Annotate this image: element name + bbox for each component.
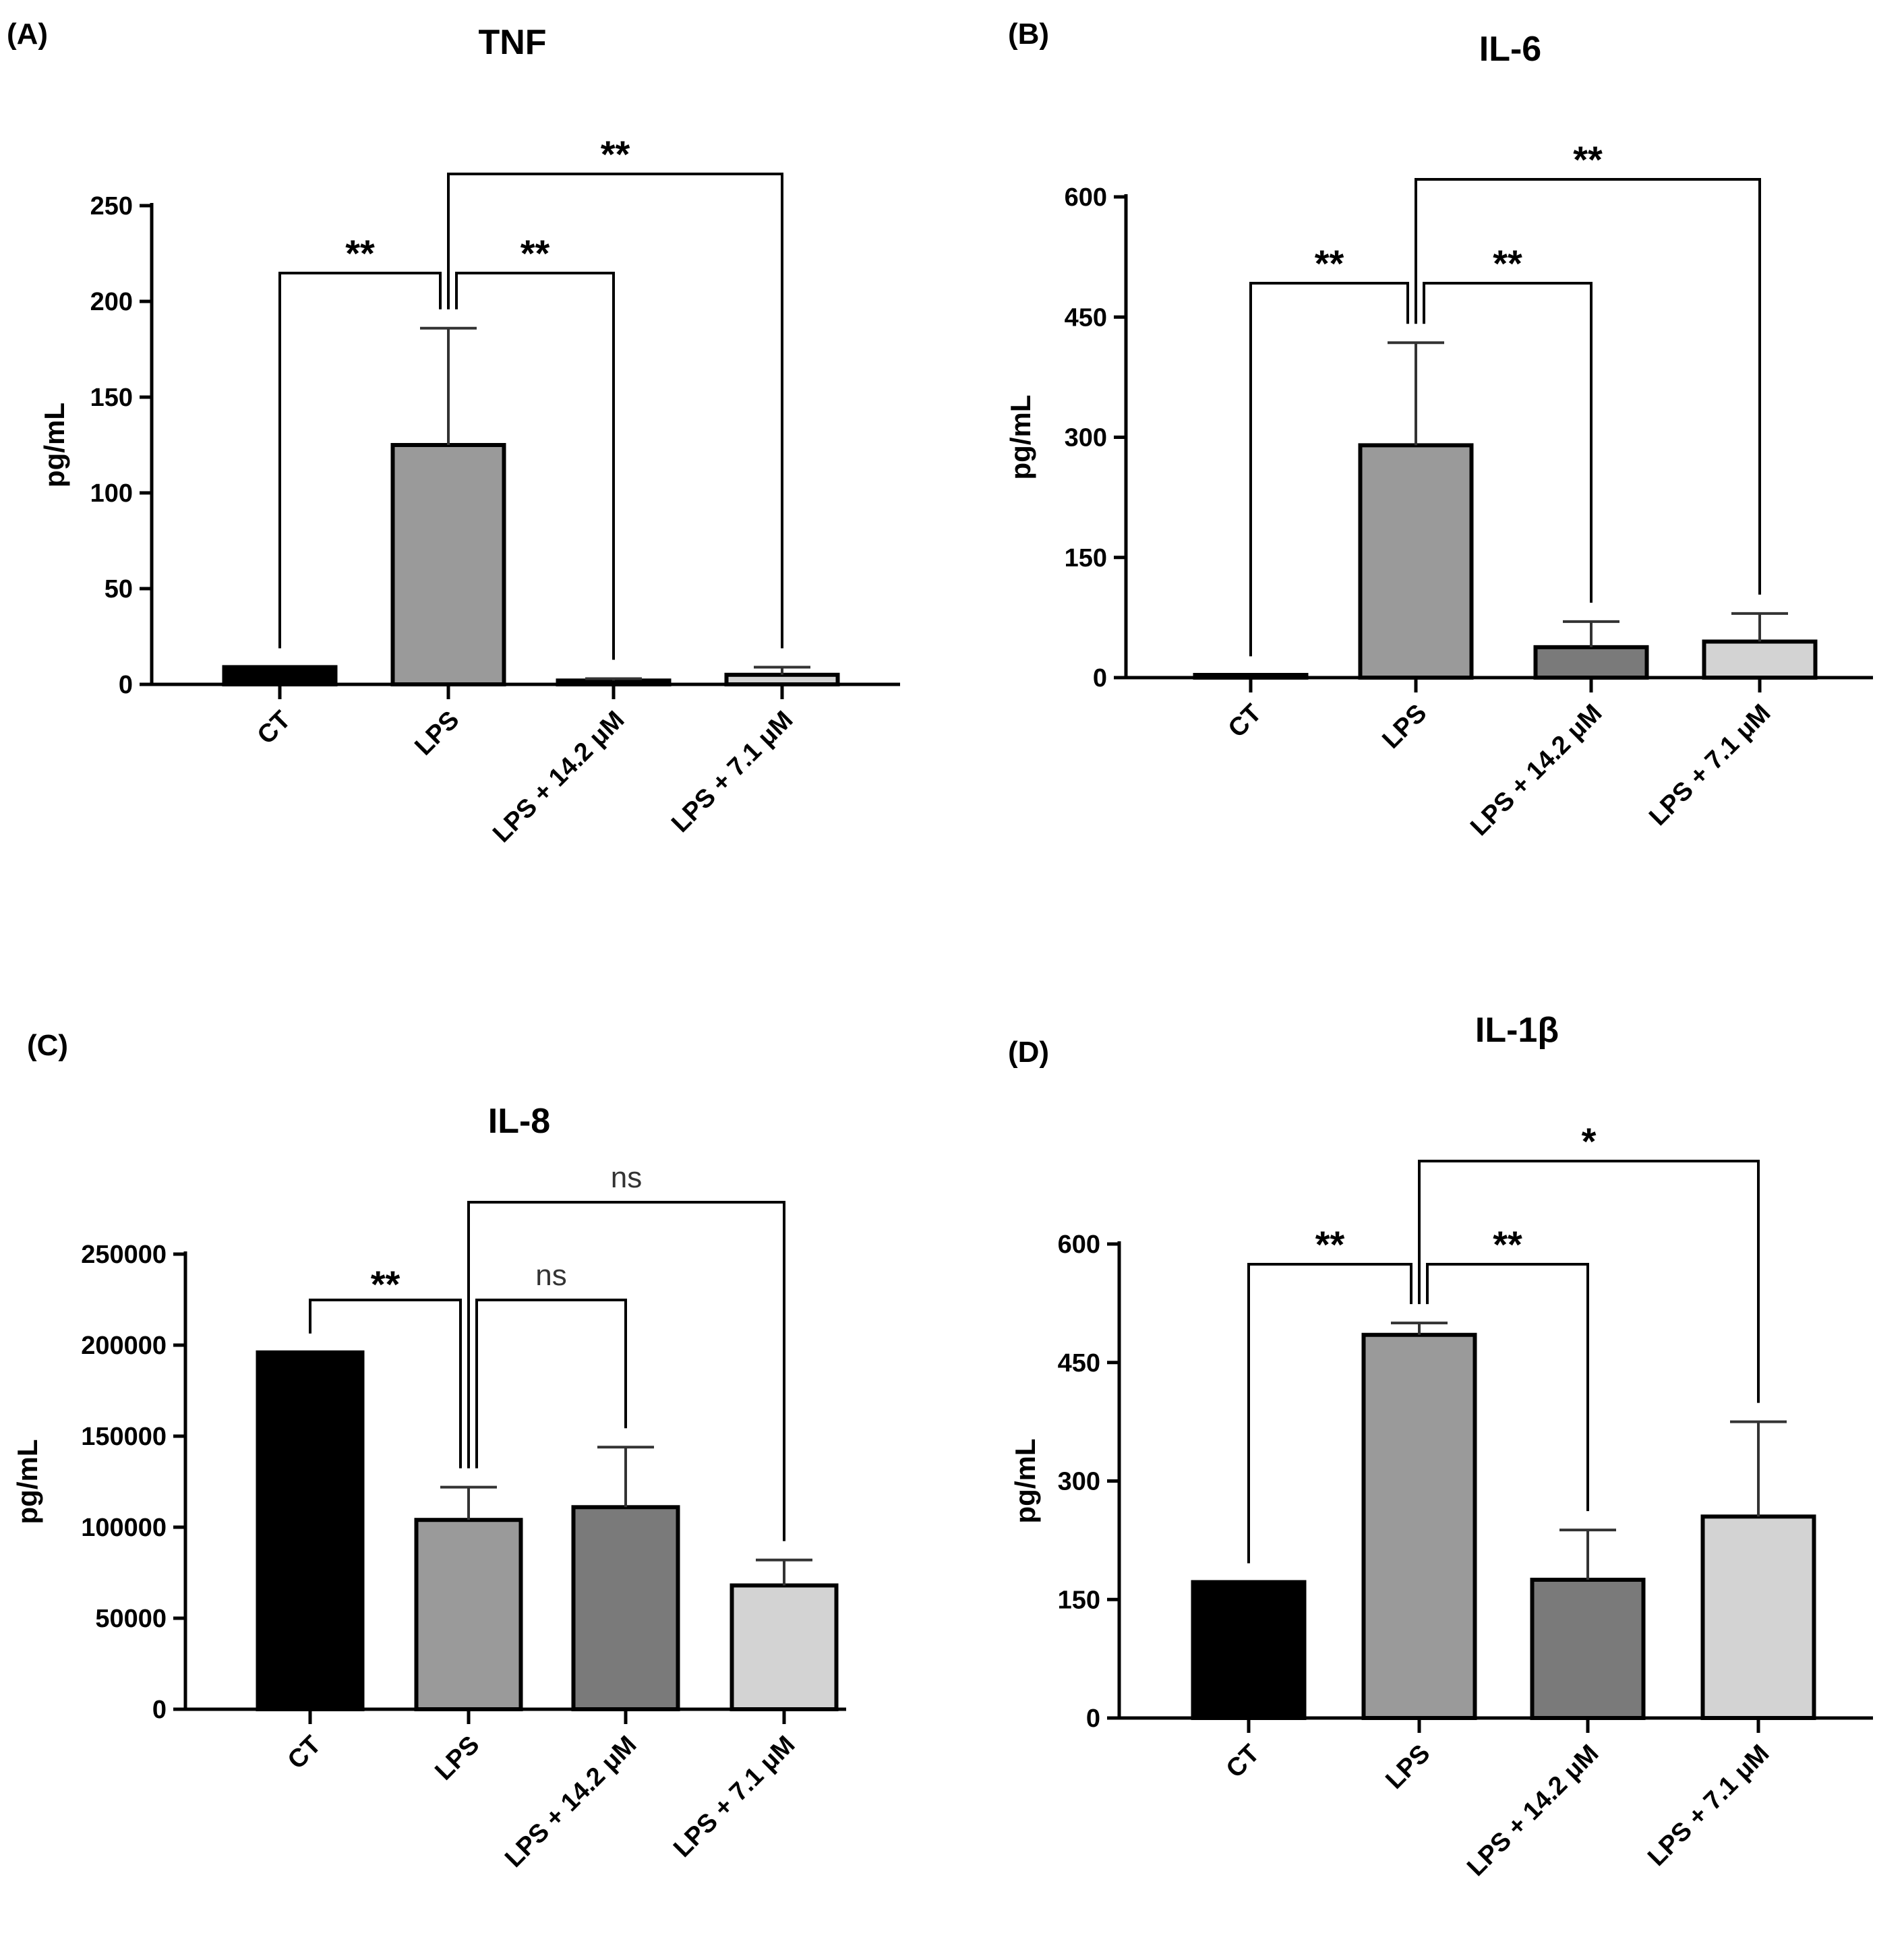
bar: [1361, 1332, 1477, 1721]
significance-label: **: [1573, 138, 1603, 181]
y-tick-label: 0: [1086, 1705, 1100, 1733]
y-tick-label: 600: [1065, 183, 1107, 212]
significance-label: **: [520, 232, 550, 274]
significance-label: **: [1315, 242, 1344, 285]
significance-label: ns: [535, 1259, 566, 1292]
x-tick-label: CT: [282, 1731, 327, 1775]
significance-bracket: [1423, 282, 1593, 603]
chart-panel-0: (A) TNF pg/mL 0 50 100 150 200 250 CT LPS LPS + 14.…: [7, 18, 900, 848]
bar: [1702, 639, 1818, 680]
y-tick-label: 250: [90, 192, 133, 220]
significance-bracket: [455, 272, 615, 660]
y-axis-label: pg/mL: [38, 403, 70, 487]
y-tick-label: 100: [90, 479, 133, 508]
bar: [256, 1350, 365, 1712]
y-tick-label: 300: [1058, 1468, 1100, 1496]
bar: [571, 1505, 680, 1712]
y-tick-label: 0: [152, 1696, 167, 1724]
chart-panel-1: (B) IL-6 pg/mL 0 150 300 450 600 CT LPS LPS + 14.2…: [1005, 18, 1873, 841]
chart-title: IL-8: [488, 1102, 550, 1141]
y-tick-label: 150: [90, 384, 133, 412]
panel-label: (A): [7, 18, 48, 51]
significance-bracket: [1426, 1263, 1589, 1512]
significance-bracket: [467, 1201, 785, 1541]
x-tick-label: LPS: [429, 1731, 485, 1786]
x-tick-label: LPS + 7.1 μM: [1642, 1740, 1775, 1872]
significance-bracket: [475, 1299, 627, 1469]
y-tick-label: 150: [1065, 544, 1107, 572]
bar: [414, 1518, 523, 1711]
y-tick-label: 100000: [81, 1514, 167, 1542]
y-tick-label: 450: [1065, 303, 1107, 332]
y-axis-label: pg/mL: [1005, 395, 1036, 480]
x-tick-label: LPS: [1377, 699, 1432, 754]
significance-label: **: [1493, 242, 1522, 285]
y-axis-label: pg/mL: [1009, 1439, 1041, 1524]
x-tick-label: LPS: [409, 706, 465, 761]
significance-bracket: [1418, 1160, 1760, 1403]
x-tick-label: LPS + 14.2 μM: [1462, 1740, 1604, 1882]
chart-title: IL-6: [1479, 30, 1541, 69]
x-tick-label: LPS + 14.2 μM: [500, 1731, 642, 1873]
x-tick-label: LPS + 7.1 μM: [1644, 699, 1776, 831]
bar: [724, 672, 840, 686]
y-tick-label: 450: [1058, 1349, 1100, 1378]
significance-label: **: [371, 1263, 400, 1305]
bar: [1700, 1514, 1816, 1721]
y-tick-label: 200: [90, 288, 133, 316]
x-tick-label: LPS + 14.2 μM: [1465, 699, 1607, 841]
chart-panel-2: (C) IL-8 pg/mL 0 50000 100000 150000 200000 2500…: [11, 1029, 846, 1873]
y-axis-label: pg/mL: [11, 1440, 43, 1524]
x-tick-label: LPS + 7.1 μM: [666, 706, 798, 838]
y-tick-label: 150: [1058, 1586, 1100, 1614]
bar: [1358, 443, 1474, 680]
significance-label: **: [601, 133, 630, 175]
y-tick-label: 50: [105, 575, 133, 603]
y-tick-label: 600: [1058, 1231, 1100, 1259]
bar: [222, 665, 338, 687]
x-tick-label: LPS + 7.1 μM: [668, 1731, 800, 1863]
significance-label: **: [1315, 1223, 1345, 1266]
panel-label: (C): [27, 1029, 68, 1062]
x-tick-label: CT: [1221, 1740, 1266, 1784]
x-tick-label: CT: [252, 706, 297, 750]
significance-bracket: [1249, 282, 1409, 657]
y-tick-label: 150000: [81, 1423, 167, 1451]
chart-title: IL-1β: [1475, 1011, 1559, 1050]
bar: [1530, 1577, 1646, 1720]
bar: [730, 1583, 839, 1711]
significance-label: **: [345, 232, 375, 274]
y-tick-label: 0: [119, 671, 133, 699]
panel-label: (D): [1008, 1036, 1049, 1069]
y-tick-label: 50000: [95, 1605, 167, 1633]
y-tick-label: 300: [1065, 424, 1107, 452]
significance-bracket: [1247, 1263, 1412, 1564]
bar: [1193, 673, 1309, 680]
x-tick-label: CT: [1223, 699, 1268, 744]
significance-bracket: [278, 272, 442, 649]
bar: [1191, 1580, 1307, 1721]
bar: [390, 443, 506, 686]
chart-title: TNF: [478, 23, 546, 62]
x-tick-label: LPS + 14.2 μM: [487, 706, 630, 848]
x-tick-label: LPS: [1380, 1740, 1435, 1795]
bar: [1533, 645, 1649, 680]
significance-label: **: [1493, 1223, 1522, 1266]
significance-bracket: [447, 173, 783, 649]
bar: [556, 678, 672, 687]
significance-bracket: [309, 1299, 462, 1469]
significance-label: *: [1582, 1120, 1597, 1162]
chart-panel-3: (D) IL-1β pg/mL 0 150 300 450 600 CT LPS LPS + 14.…: [1008, 1011, 1873, 1882]
significance-label: ns: [611, 1161, 642, 1194]
significance-bracket: [1415, 178, 1761, 595]
y-tick-label: 250000: [81, 1241, 167, 1269]
y-tick-label: 0: [1093, 664, 1107, 692]
y-tick-label: 200000: [81, 1332, 167, 1360]
panel-label: (B): [1008, 18, 1049, 51]
